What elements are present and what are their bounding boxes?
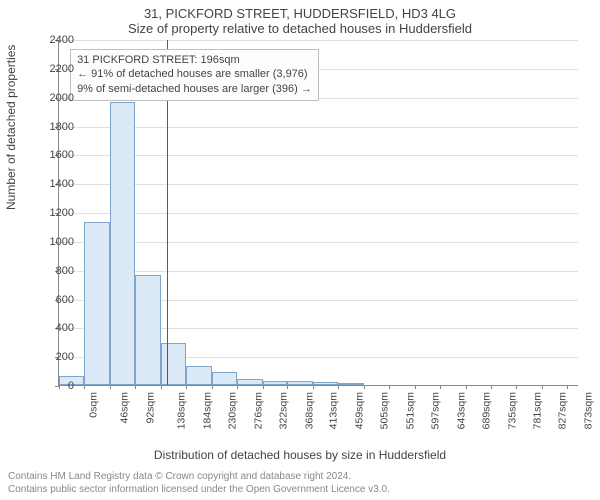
histogram-bar xyxy=(212,372,237,385)
x-tick-label: 413sqm xyxy=(328,392,340,429)
y-tick-label: 2400 xyxy=(34,34,74,46)
x-tick-mark xyxy=(263,385,264,389)
y-tick-label: 200 xyxy=(34,351,74,363)
x-tick-label: 92sqm xyxy=(144,392,156,424)
y-tick-label: 1000 xyxy=(34,236,74,248)
x-tick-label: 827sqm xyxy=(557,392,569,429)
histogram-bar xyxy=(84,222,109,385)
y-tick-label: 2000 xyxy=(34,92,74,104)
histogram-bar xyxy=(186,366,211,385)
x-tick-label: 138sqm xyxy=(176,392,188,429)
y-tick-label: 800 xyxy=(34,265,74,277)
x-tick-label: 597sqm xyxy=(430,392,442,429)
histogram-bar xyxy=(338,383,363,385)
x-tick-label: 873sqm xyxy=(582,392,594,429)
x-tick-label: 184sqm xyxy=(201,392,213,429)
x-tick-label: 551sqm xyxy=(404,392,416,429)
annotation-line: 31 PICKFORD STREET: 196sqm xyxy=(77,53,312,68)
y-tick-label: 600 xyxy=(34,294,74,306)
y-tick-label: 1800 xyxy=(34,121,74,133)
x-tick-mark xyxy=(287,385,288,389)
page-subtitle: Size of property relative to detached ho… xyxy=(0,21,600,40)
histogram-bar xyxy=(161,343,186,385)
y-tick-label: 1600 xyxy=(34,149,74,161)
plot-area: 31 PICKFORD STREET: 196sqm← 91% of detac… xyxy=(58,40,578,386)
x-tick-mark xyxy=(466,385,467,389)
x-tick-label: 46sqm xyxy=(119,392,131,424)
x-tick-label: 505sqm xyxy=(379,392,391,429)
histogram-bar xyxy=(135,275,160,385)
x-tick-mark xyxy=(364,385,365,389)
y-tick-label: 2200 xyxy=(34,63,74,75)
grid-line xyxy=(59,127,578,128)
x-tick-label: 643sqm xyxy=(455,392,467,429)
x-tick-label: 781sqm xyxy=(531,392,543,429)
x-tick-mark xyxy=(415,385,416,389)
grid-line xyxy=(59,155,578,156)
histogram-bar xyxy=(313,382,338,385)
x-tick-label: 735sqm xyxy=(506,392,518,429)
y-tick-label: 1400 xyxy=(34,178,74,190)
x-tick-mark xyxy=(338,385,339,389)
x-tick-label: 230sqm xyxy=(227,392,239,429)
grid-line xyxy=(59,271,578,272)
x-tick-mark xyxy=(542,385,543,389)
page-title: 31, PICKFORD STREET, HUDDERSFIELD, HD3 4… xyxy=(0,0,600,21)
y-tick-label: 400 xyxy=(34,322,74,334)
footer-line-2: Contains public sector information licen… xyxy=(8,484,390,497)
x-axis-label: Distribution of detached houses by size … xyxy=(0,448,600,462)
x-tick-label: 368sqm xyxy=(303,392,315,429)
y-tick-label: 1200 xyxy=(34,207,74,219)
histogram-bar xyxy=(263,381,288,385)
x-tick-mark xyxy=(313,385,314,389)
y-tick-label: 0 xyxy=(34,380,74,392)
annotation-box: 31 PICKFORD STREET: 196sqm← 91% of detac… xyxy=(70,49,319,102)
chart-area: 31 PICKFORD STREET: 196sqm← 91% of detac… xyxy=(58,40,578,386)
x-tick-label: 689sqm xyxy=(481,392,493,429)
histogram-bar xyxy=(287,381,312,385)
grid-line xyxy=(59,184,578,185)
grid-line xyxy=(59,40,578,41)
grid-line xyxy=(59,213,578,214)
x-tick-label: 0sqm xyxy=(88,392,100,418)
histogram-bar xyxy=(110,102,135,385)
x-tick-mark xyxy=(440,385,441,389)
footer-line-1: Contains HM Land Registry data © Crown c… xyxy=(8,471,390,484)
x-tick-label: 276sqm xyxy=(252,392,264,429)
grid-line xyxy=(59,242,578,243)
x-tick-mark xyxy=(135,385,136,389)
x-tick-mark xyxy=(237,385,238,389)
x-tick-mark xyxy=(516,385,517,389)
x-tick-mark xyxy=(186,385,187,389)
x-tick-mark xyxy=(161,385,162,389)
histogram-bar xyxy=(237,379,262,385)
x-tick-mark xyxy=(491,385,492,389)
x-tick-mark xyxy=(389,385,390,389)
annotation-line: 9% of semi-detached houses are larger (3… xyxy=(77,82,312,97)
y-axis-label: Number of detached properties xyxy=(4,45,18,210)
x-tick-label: 459sqm xyxy=(353,392,365,429)
x-tick-mark xyxy=(567,385,568,389)
x-tick-mark xyxy=(84,385,85,389)
x-tick-mark xyxy=(212,385,213,389)
annotation-line: ← 91% of detached houses are smaller (3,… xyxy=(77,67,312,82)
footer-attribution: Contains HM Land Registry data © Crown c… xyxy=(8,471,390,496)
x-tick-mark xyxy=(110,385,111,389)
x-tick-label: 322sqm xyxy=(277,392,289,429)
